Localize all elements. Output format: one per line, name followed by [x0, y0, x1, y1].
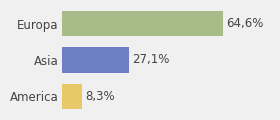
- Text: 64,6%: 64,6%: [226, 17, 263, 30]
- Bar: [62, 11, 223, 36]
- Text: 8,3%: 8,3%: [85, 90, 115, 103]
- Bar: [62, 84, 82, 109]
- Bar: [62, 47, 129, 73]
- Text: 27,1%: 27,1%: [132, 54, 169, 66]
